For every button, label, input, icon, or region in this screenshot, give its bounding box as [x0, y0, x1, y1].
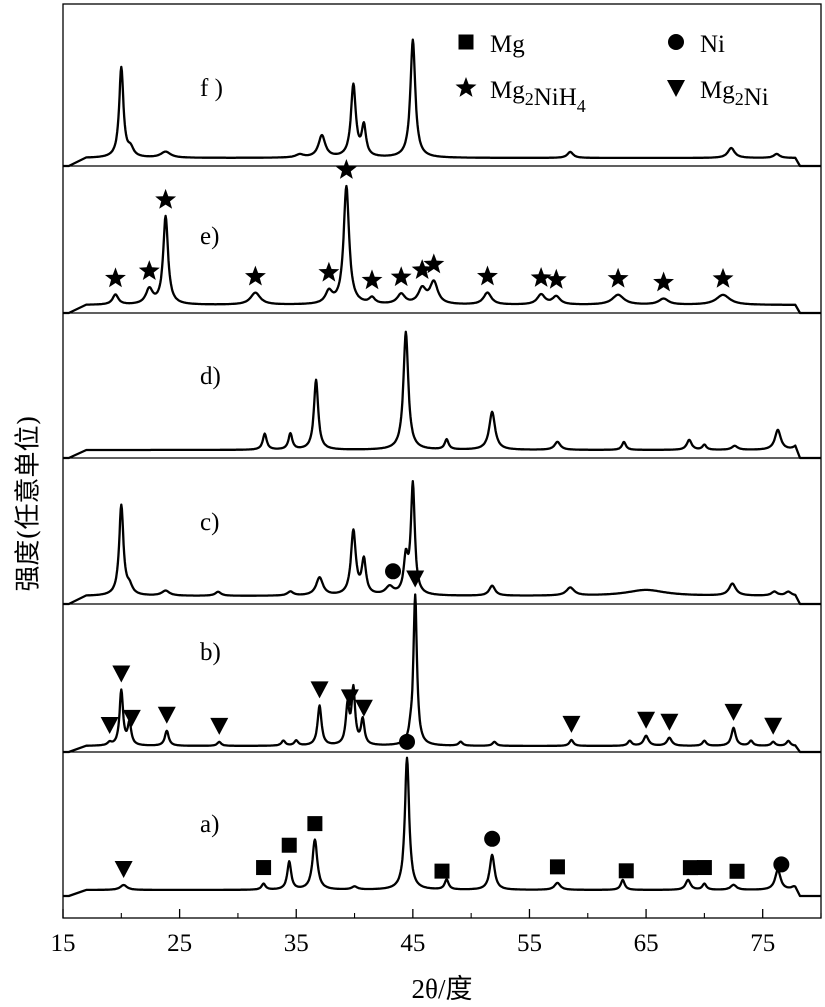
circle-marker: [385, 563, 402, 580]
star-marker: [155, 188, 177, 209]
star-marker: [318, 261, 340, 282]
plot-frame: [62, 3, 822, 919]
triangle-down-marker: [354, 699, 373, 717]
panel-label: f ): [200, 75, 223, 102]
legend-star-icon: [455, 77, 477, 97]
x-tick-label: 45: [400, 930, 425, 957]
star-marker: [411, 259, 433, 279]
triangle-down-marker: [562, 715, 581, 733]
star-marker: [423, 253, 445, 274]
y-axis-label: 强度(任意单位): [13, 415, 44, 592]
triangle-down-marker: [406, 570, 425, 588]
star-marker: [361, 269, 383, 290]
x-tick-label: 35: [284, 930, 309, 957]
panel-label: e): [200, 223, 219, 250]
legend-square-icon: [458, 34, 474, 50]
legend-label: Mg: [490, 31, 525, 58]
circle-marker: [773, 856, 790, 873]
x-tick-label: 75: [750, 930, 775, 957]
series-line-a: [63, 756, 821, 898]
triangle-down-marker: [114, 860, 133, 878]
star-marker: [245, 265, 266, 286]
star-marker: [712, 267, 734, 288]
star-marker: [138, 260, 160, 280]
star-marker: [545, 268, 567, 289]
star-marker: [653, 271, 674, 292]
triangle-down-marker: [122, 709, 141, 727]
square-marker: [281, 837, 297, 853]
square-marker: [307, 816, 323, 832]
triangle-down-marker: [100, 716, 119, 734]
circle-marker: [399, 733, 416, 750]
square-marker: [434, 863, 450, 879]
triangle-down-marker: [724, 703, 743, 721]
series-line-f: [63, 38, 821, 168]
legend: Mg Ni Mg2NiH4 Mg2Ni: [455, 31, 769, 116]
panel-label: c): [200, 509, 219, 536]
star-marker: [477, 265, 498, 286]
triangle-down-marker: [660, 713, 679, 731]
square-marker: [256, 860, 272, 876]
panel-label: b): [200, 639, 221, 666]
triangle-down-marker: [112, 665, 131, 683]
panel-label: d): [200, 363, 221, 390]
triangle-down-marker: [310, 681, 329, 699]
square-marker: [549, 859, 565, 875]
legend-label: Ni: [700, 31, 725, 58]
star-marker: [390, 266, 412, 287]
legend-label: Mg2NiH4: [490, 77, 586, 116]
triangle-down-marker: [210, 717, 229, 735]
x-axis-label: 2θ/度: [412, 974, 473, 1004]
series-line-b: [63, 593, 821, 754]
series-line-d: [63, 330, 821, 460]
triangle-down-marker: [157, 706, 176, 724]
triangle-down-marker: [637, 711, 656, 729]
x-tick-label: 15: [51, 930, 76, 957]
square-marker: [682, 860, 698, 876]
legend-circle-icon: [668, 34, 684, 50]
star-marker: [607, 267, 629, 288]
x-tick-label: 25: [167, 930, 192, 957]
square-marker: [729, 863, 745, 879]
square-marker: [618, 863, 634, 879]
legend-triangle-down-icon: [667, 80, 685, 97]
legend-label: Mg2Ni: [700, 77, 769, 111]
triangle-down-marker: [340, 689, 359, 707]
x-tick-label: 55: [517, 930, 542, 957]
panel-label: a): [200, 811, 219, 838]
square-marker: [696, 860, 712, 876]
x-tick-label: 65: [634, 930, 659, 957]
series-line-c: [63, 480, 821, 606]
star-marker: [105, 267, 126, 288]
star-marker: [530, 267, 552, 287]
circle-marker: [484, 830, 501, 847]
series-line-e: [63, 184, 821, 315]
triangle-down-marker: [764, 717, 783, 735]
star-marker: [335, 159, 357, 179]
